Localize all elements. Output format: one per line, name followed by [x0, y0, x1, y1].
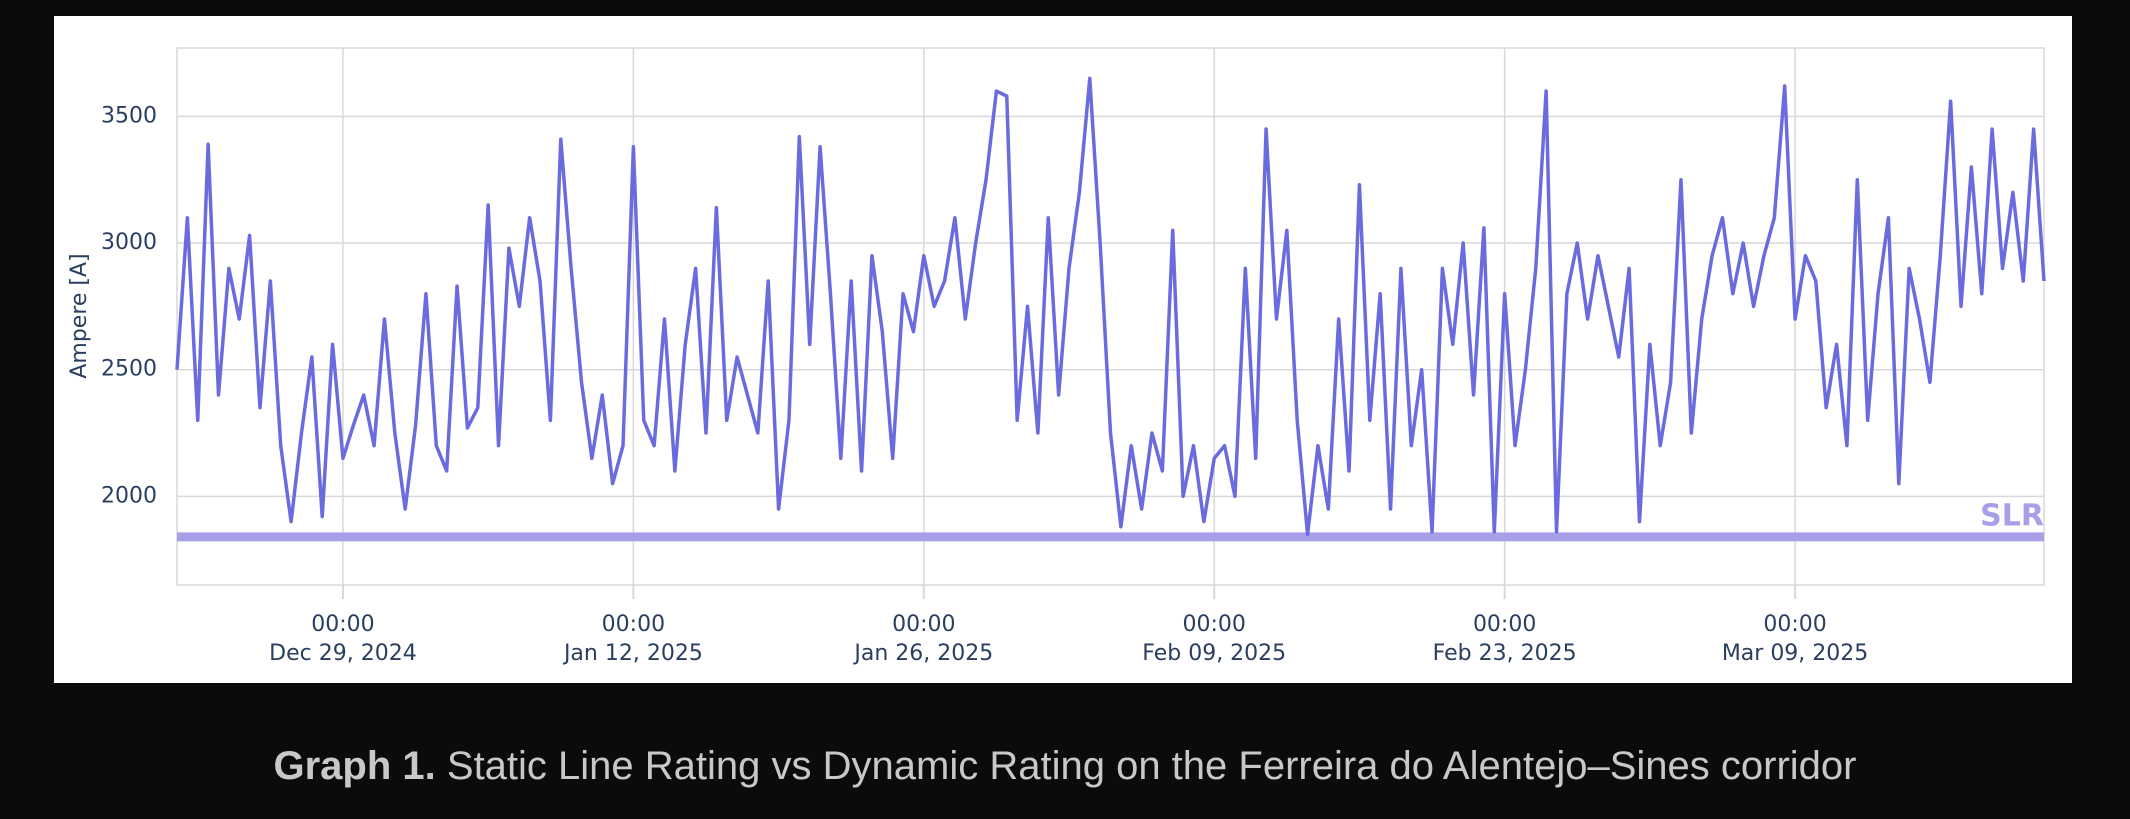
rating-line [175, 76, 2046, 537]
x-tick-label: 00:00 [311, 612, 374, 637]
x-tick-label: 00:00 [602, 612, 665, 637]
caption-text: Static Line Rating vs Dynamic Rating on … [447, 744, 1857, 788]
x-tick-label: Jan 12, 2025 [562, 641, 703, 666]
x-tick-label: Jan 26, 2025 [852, 641, 993, 666]
x-tick-label: 00:00 [892, 612, 955, 637]
x-tick-label: Feb 23, 2025 [1433, 641, 1577, 666]
caption: Graph 1. Static Line Rating vs Dynamic R… [274, 744, 1857, 788]
x-tick-label: Feb 09, 2025 [1142, 641, 1286, 666]
y-tick-label: 3000 [101, 230, 157, 255]
slr-label: SLR [1980, 498, 2044, 533]
x-tick-label: 00:00 [1763, 612, 1826, 637]
x-tick-label: Dec 29, 2024 [269, 641, 417, 666]
plot-frame [176, 47, 2045, 586]
x-tick-label: Mar 09, 2025 [1722, 641, 1868, 666]
caption-bold: Graph 1. [274, 744, 436, 788]
grid [177, 48, 2044, 585]
y-tick-label: 2000 [101, 483, 157, 508]
y-tick-label: 2500 [101, 357, 157, 382]
y-axis-label: Ampere [A] [67, 253, 92, 378]
y-tick-label: 3500 [101, 103, 157, 128]
x-tick-label: 00:00 [1473, 612, 1536, 637]
x-tick-label: 00:00 [1183, 612, 1246, 637]
